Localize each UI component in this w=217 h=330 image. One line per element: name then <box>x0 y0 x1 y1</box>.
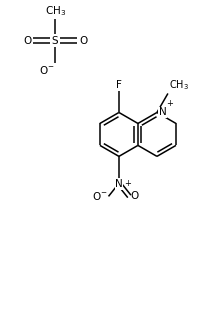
Text: CH$_3$: CH$_3$ <box>169 79 189 92</box>
Text: O: O <box>130 191 139 201</box>
Text: +: + <box>124 179 131 188</box>
Text: O: O <box>79 36 87 46</box>
Text: O$^{-}$: O$^{-}$ <box>92 190 107 202</box>
Text: O: O <box>23 36 31 46</box>
Text: +: + <box>166 99 173 109</box>
Text: F: F <box>116 80 122 89</box>
Text: CH$_3$: CH$_3$ <box>44 4 66 18</box>
Text: N: N <box>115 179 123 189</box>
Text: S: S <box>52 36 58 46</box>
Text: O$^{-}$: O$^{-}$ <box>39 64 54 76</box>
Text: N: N <box>159 108 167 117</box>
